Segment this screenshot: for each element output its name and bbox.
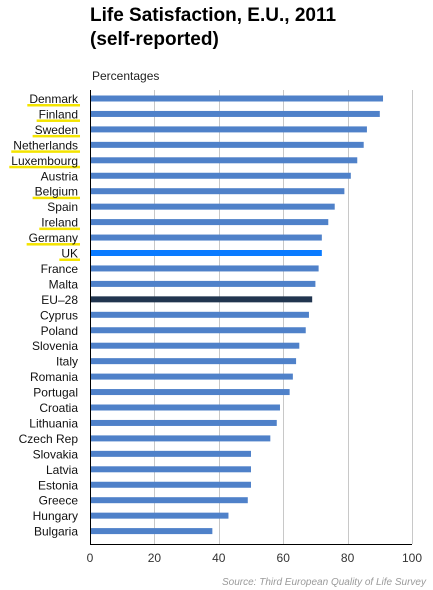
highlight-underline-sweden [32, 134, 80, 138]
bar-spain [91, 203, 335, 210]
x-tick-80: 80 [341, 551, 355, 565]
category-label-greece: Greece [39, 494, 79, 508]
bar-luxembourg [91, 157, 358, 164]
highlight-underlines [9, 104, 80, 261]
bar-bulgaria [91, 528, 213, 535]
category-label-croatia: Croatia [39, 401, 78, 415]
bar-italy [91, 358, 297, 365]
highlight-underline-denmark [27, 104, 80, 107]
bar-slovenia [91, 342, 300, 349]
category-label-italy: Italy [56, 355, 78, 369]
category-label-bulgaria: Bulgaria [34, 525, 78, 539]
x-tick-labels: 0 20 40 60 80 100 [87, 551, 423, 565]
bar-romania [91, 373, 293, 380]
bar-hungary [91, 512, 229, 519]
bar-estonia [91, 481, 251, 488]
highlight-underline-finland [36, 119, 80, 122]
highlight-underline-netherlands [11, 150, 80, 153]
bar-portugal [91, 389, 290, 396]
bars [91, 95, 384, 535]
category-label-netherlands: Netherlands [13, 138, 78, 152]
category-label-czech-rep: Czech Rep [19, 432, 79, 446]
x-tick-60: 60 [277, 551, 291, 565]
category-label-austria: Austria [41, 169, 79, 183]
highlight-underline-germany [26, 243, 80, 246]
bar-cyprus [91, 311, 309, 318]
x-tick-0: 0 [87, 551, 94, 565]
bar-finland [91, 110, 380, 117]
bar-czech-rep [91, 435, 271, 442]
bar-uk [91, 250, 322, 256]
bar-ireland [91, 219, 329, 226]
x-tick-40: 40 [212, 551, 226, 565]
chart-title: Life Satisfaction, E.U., 2011 (self-repo… [90, 5, 337, 50]
category-label-france: France [41, 262, 79, 276]
highlight-underline-uk [59, 258, 80, 261]
x-tick-20: 20 [148, 551, 162, 565]
highlight-underline-belgium [32, 196, 80, 200]
x-tick-100: 100 [402, 551, 422, 565]
axes [90, 90, 412, 545]
category-label-malta: Malta [49, 277, 79, 291]
category-label-portugal: Portugal [33, 386, 78, 400]
category-label-poland: Poland [41, 324, 78, 338]
bar-lithuania [91, 419, 277, 426]
category-label-germany: Germany [29, 231, 78, 245]
category-label-slovakia: Slovakia [33, 447, 79, 461]
category-label-lithuania: Lithuania [29, 416, 78, 430]
bar-denmark [91, 95, 384, 102]
bar-belgium [91, 188, 345, 195]
category-label-cyprus: Cyprus [40, 308, 78, 322]
bar-slovakia [91, 450, 251, 457]
category-label-hungary: Hungary [33, 509, 78, 523]
source-note: Source: Third European Quality of Life S… [222, 577, 427, 588]
highlight-underline-luxembourg [9, 165, 80, 169]
category-label-ireland: Ireland [41, 216, 78, 230]
unit-label: Percentages [92, 69, 159, 83]
category-label-estonia: Estonia [38, 478, 78, 492]
bar-eu-28 [91, 296, 313, 303]
bar-france [91, 265, 319, 272]
category-label-denmark: Denmark [29, 92, 79, 106]
bar-malta [91, 280, 316, 287]
highlight-underline-ireland [39, 227, 80, 231]
bar-latvia [91, 466, 251, 473]
bar-sweden [91, 126, 367, 133]
bar-germany [91, 234, 322, 241]
category-label-slovenia: Slovenia [32, 339, 78, 353]
bar-croatia [91, 404, 280, 411]
bar-netherlands [91, 141, 364, 148]
category-label-uk: UK [61, 247, 78, 261]
category-label-belgium: Belgium [35, 185, 78, 199]
bar-poland [91, 327, 306, 334]
category-label-luxembourg: Luxembourg [11, 154, 78, 168]
category-label-latvia: Latvia [46, 463, 78, 477]
category-label-spain: Spain [47, 200, 78, 214]
category-label-finland: Finland [39, 107, 78, 121]
category-label-eu-28: EU–28 [41, 293, 78, 307]
bar-greece [91, 497, 248, 504]
category-label-sweden: Sweden [35, 123, 78, 137]
category-label-romania: Romania [30, 370, 78, 384]
bar-austria [91, 172, 351, 179]
